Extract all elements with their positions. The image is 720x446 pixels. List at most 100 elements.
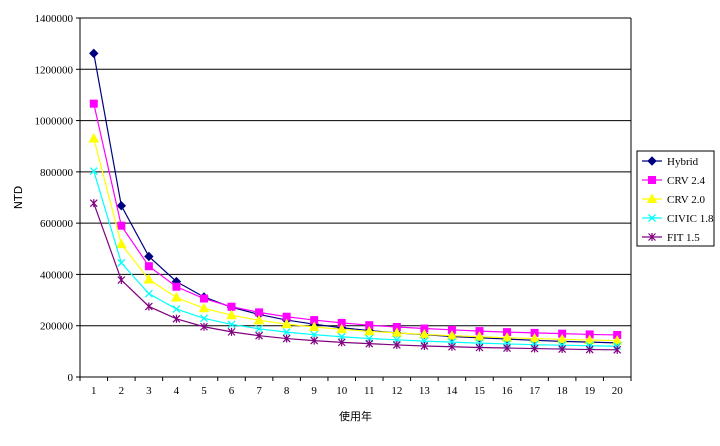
series-line	[93, 103, 618, 336]
legend-label: Hybrid	[667, 156, 699, 168]
data-point-8	[282, 334, 291, 343]
x-tick-label: 10	[336, 385, 348, 397]
y-tick-label: 0	[68, 372, 74, 384]
data-point-11	[363, 325, 375, 336]
data-point-legend	[648, 176, 656, 184]
x-tick-label: 14	[446, 385, 458, 397]
data-point-1	[88, 133, 100, 143]
data-point-4	[172, 314, 181, 323]
data-point-5	[199, 294, 208, 303]
data-point-9	[308, 321, 320, 331]
data-point-7	[255, 324, 264, 333]
data-point-4	[172, 282, 181, 291]
legend-label: CIVIC 1.8	[667, 213, 714, 225]
x-axis-title: 使用年	[339, 409, 372, 423]
data-point-1	[89, 199, 98, 208]
data-point-5	[198, 302, 210, 313]
x-tick-label: 7	[256, 385, 262, 397]
legend-label: FIT 1.5	[667, 232, 700, 244]
x-tick-label: 11	[364, 385, 375, 397]
data-point-6	[227, 302, 236, 311]
data-point-3	[144, 251, 154, 262]
data-point-15	[474, 331, 485, 341]
data-point-5	[200, 314, 208, 323]
data-point-13	[420, 341, 429, 350]
x-tick-label: 18	[557, 385, 569, 397]
data-point-1	[89, 48, 99, 59]
x-tick-label: 15	[474, 385, 486, 397]
data-point-10	[337, 338, 346, 347]
data-point-7	[255, 331, 263, 340]
data-point-19	[584, 334, 596, 345]
data-point-9	[310, 336, 319, 345]
data-point-16	[503, 344, 511, 353]
data-point-1	[89, 99, 98, 108]
data-point-5	[200, 322, 208, 331]
data-point-2	[117, 276, 126, 285]
data-point-2	[115, 238, 127, 249]
x-tick-label: 19	[584, 385, 596, 397]
series-line	[93, 53, 618, 344]
x-tick-label: 4	[174, 385, 180, 397]
legend-item: CRV 2.4	[642, 175, 706, 187]
data-point-legend	[646, 193, 658, 203]
legend: Hybrid CRV 2.4 CRV 2.0 CIVIC 1.8 FIT 1.5	[636, 150, 715, 247]
x-tick-label: 3	[146, 385, 152, 397]
data-point-legend	[648, 233, 656, 241]
data-point-12	[391, 327, 403, 337]
series-fit-1-5	[89, 199, 622, 354]
x-tick-label: 12	[391, 385, 402, 397]
legend-label: CRV 2.0	[667, 194, 706, 206]
series-line	[93, 138, 618, 342]
series-line	[93, 202, 618, 351]
data-point-6	[226, 309, 237, 320]
series-crv-2-0	[88, 133, 623, 345]
data-point-15	[475, 343, 484, 352]
y-tick-label: 800000	[40, 167, 74, 179]
data-point-11	[365, 339, 374, 348]
y-tick-label: 600000	[40, 218, 74, 230]
data-point-4	[172, 305, 181, 314]
data-point-8	[282, 328, 291, 337]
data-point-14	[446, 330, 458, 340]
data-point-3	[144, 289, 153, 298]
data-point-17	[530, 344, 539, 353]
data-point-7	[253, 314, 265, 325]
data-point-4	[171, 291, 182, 302]
y-axis-title: NTD	[12, 186, 25, 209]
legend-label: CRV 2.4	[667, 175, 706, 187]
data-point-legend	[648, 214, 656, 222]
series-layer	[88, 48, 623, 354]
data-point-19	[585, 345, 594, 354]
data-point-17	[529, 333, 540, 343]
legend-item: CRV 2.0	[642, 193, 706, 206]
legend-item: FIT 1.5	[642, 232, 700, 244]
x-tick-label: 2	[119, 385, 125, 397]
y-tick-label: 1200000	[35, 64, 74, 76]
data-point-2	[117, 221, 126, 230]
data-point-12	[392, 340, 401, 349]
data-point-20	[613, 345, 622, 354]
data-point-16	[501, 332, 513, 342]
x-tick-label: 13	[419, 385, 431, 397]
data-point-9	[310, 330, 319, 339]
data-point-10	[337, 332, 346, 341]
data-point-3	[144, 262, 153, 271]
data-point-2	[116, 200, 127, 211]
data-point-18	[558, 345, 567, 354]
data-point-3	[144, 302, 153, 311]
data-point-18	[556, 333, 568, 344]
plot-background	[80, 18, 631, 377]
y-tick-label: 400000	[40, 269, 74, 281]
x-tick-label: 6	[229, 385, 235, 397]
legend-item: CIVIC 1.8	[642, 213, 714, 225]
x-tick-label: 5	[201, 385, 207, 397]
data-point-3	[143, 274, 155, 284]
gridlines	[76, 17, 631, 378]
data-point-14	[448, 342, 456, 351]
y-tick-label: 1400000	[35, 13, 74, 25]
x-tick-label: 8	[284, 385, 290, 397]
y-tick-labels: 0 200000 400000 600000 800000 1000000 1200000 1…	[35, 13, 74, 384]
